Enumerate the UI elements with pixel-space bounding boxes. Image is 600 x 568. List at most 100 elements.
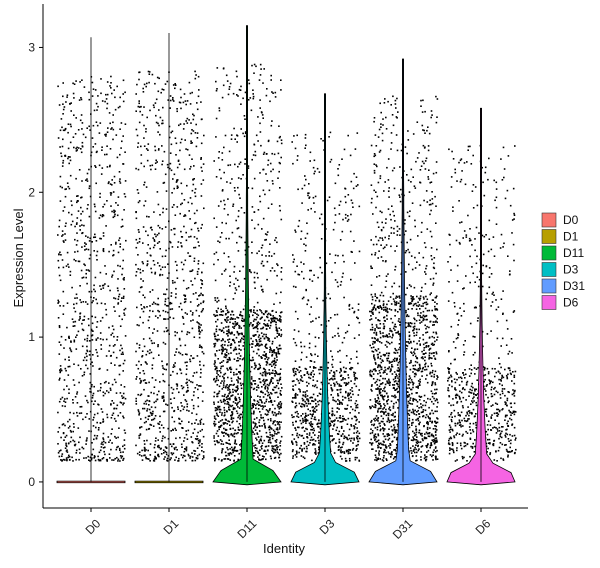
data-point	[70, 110, 72, 112]
data-point	[339, 455, 342, 458]
data-point	[429, 420, 431, 422]
data-point	[308, 183, 310, 185]
data-point	[335, 442, 337, 444]
data-point	[237, 426, 240, 429]
data-point	[220, 401, 223, 403]
data-point	[240, 178, 242, 180]
data-point	[226, 361, 228, 364]
data-point	[213, 435, 215, 437]
data-point	[270, 380, 272, 383]
data-point	[252, 334, 254, 337]
data-point	[223, 252, 225, 255]
data-point	[223, 406, 225, 409]
data-point	[76, 232, 78, 234]
data-point	[213, 417, 216, 419]
data-point	[270, 74, 272, 77]
data-point	[174, 83, 176, 85]
data-point	[169, 241, 172, 244]
data-point	[240, 314, 243, 317]
data-point	[320, 138, 322, 140]
data-point	[137, 146, 139, 148]
data-point	[144, 400, 147, 403]
data-point	[61, 259, 64, 261]
data-point	[267, 159, 270, 162]
data-point	[387, 412, 390, 415]
data-point	[176, 269, 178, 272]
data-point	[75, 80, 77, 82]
data-point	[198, 303, 200, 306]
data-point	[358, 389, 360, 391]
data-point	[313, 274, 315, 276]
data-point	[99, 196, 101, 198]
data-point	[259, 411, 261, 413]
data-point	[189, 455, 192, 458]
data-point	[275, 414, 277, 417]
data-point	[201, 446, 203, 448]
data-point	[144, 447, 146, 450]
data-point	[296, 451, 298, 454]
data-point	[198, 245, 200, 247]
data-point	[259, 99, 261, 101]
data-point	[310, 424, 312, 427]
data-point	[314, 336, 317, 339]
data-point	[173, 448, 176, 451]
data-point	[172, 317, 175, 320]
data-point	[136, 189, 139, 191]
data-point	[66, 251, 69, 254]
data-point	[64, 447, 67, 449]
data-point	[384, 222, 387, 224]
data-point	[256, 309, 258, 312]
data-point	[140, 418, 142, 420]
data-point	[260, 356, 262, 358]
data-point	[231, 394, 233, 397]
data-point	[76, 250, 79, 253]
data-point	[99, 285, 101, 287]
data-point	[157, 446, 159, 448]
data-point	[390, 309, 393, 311]
data-point	[357, 303, 360, 305]
data-point	[196, 270, 199, 273]
data-point	[267, 394, 269, 397]
data-point	[215, 80, 217, 83]
data-point	[196, 137, 199, 139]
data-point	[186, 148, 189, 151]
data-point	[184, 399, 187, 401]
data-point	[426, 228, 429, 230]
data-point	[152, 237, 154, 239]
data-point	[72, 399, 74, 401]
data-point	[115, 243, 117, 245]
data-point	[303, 184, 306, 187]
data-point	[261, 344, 263, 346]
data-point	[71, 456, 73, 459]
data-point	[268, 340, 271, 342]
data-point	[119, 128, 121, 130]
data-point	[79, 452, 81, 454]
data-point	[188, 331, 191, 334]
data-point	[172, 452, 175, 455]
data-point	[185, 382, 187, 384]
data-point	[196, 355, 199, 357]
data-point	[253, 367, 256, 370]
data-point	[116, 214, 119, 217]
data-point	[331, 366, 334, 368]
data-point	[435, 161, 438, 163]
data-point	[59, 370, 62, 373]
data-point	[147, 149, 149, 151]
data-point	[161, 360, 163, 363]
data-point	[193, 246, 195, 249]
data-point	[430, 203, 432, 206]
data-point	[291, 434, 294, 436]
data-point	[248, 82, 251, 85]
data-point	[190, 165, 192, 168]
data-point	[224, 340, 226, 343]
data-point	[223, 331, 225, 334]
data-point	[249, 370, 252, 373]
data-point	[216, 350, 218, 352]
data-point	[313, 159, 316, 162]
data-point	[150, 406, 153, 408]
data-point	[177, 408, 179, 410]
data-point	[67, 365, 70, 368]
data-point	[171, 246, 174, 248]
data-point	[102, 394, 105, 397]
data-point	[62, 162, 64, 164]
